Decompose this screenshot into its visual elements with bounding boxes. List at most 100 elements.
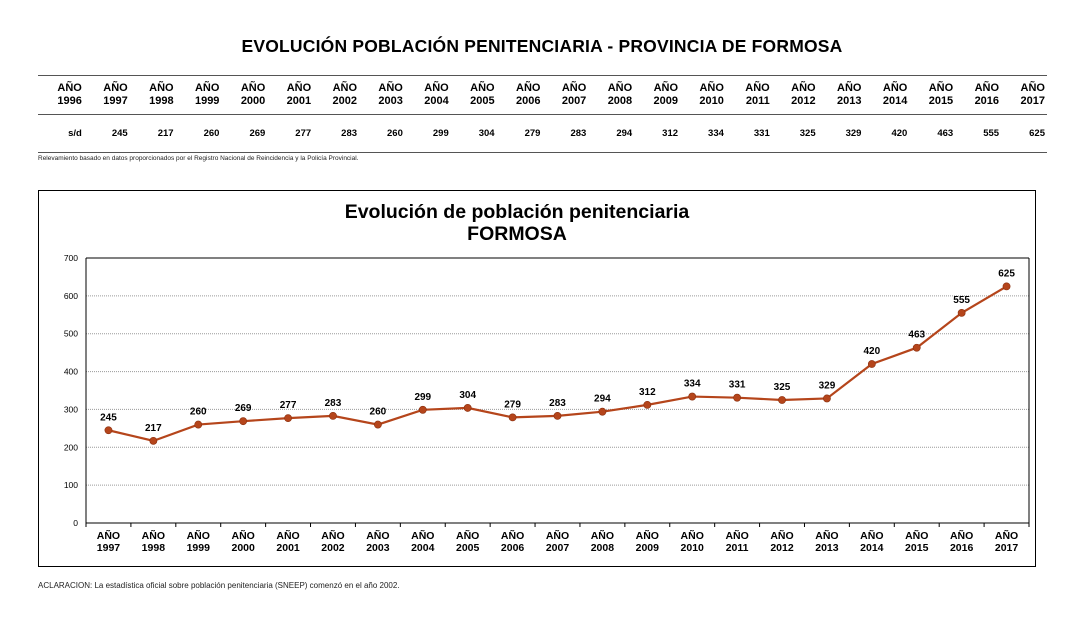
header-word: AÑO bbox=[607, 82, 633, 94]
table-value-cell: 269 bbox=[221, 114, 268, 153]
table-value-cell: 217 bbox=[129, 114, 176, 153]
header-word: AÑO bbox=[332, 82, 358, 94]
table-header-cell: AÑO 2007 bbox=[542, 75, 589, 115]
data-point bbox=[284, 414, 292, 423]
table-value-cell: 329 bbox=[817, 114, 864, 153]
table-row: s/d 245 217 260 269 277 283 260 299 304 279 283 294 3… bbox=[38, 114, 1047, 153]
header-word: AÑO bbox=[653, 82, 679, 94]
header-year: 2011 bbox=[745, 95, 770, 107]
chart-title: Evolución de población penitenciaria FOR… bbox=[39, 201, 995, 245]
data-label: 329 bbox=[819, 380, 836, 391]
header-word: AÑO bbox=[240, 82, 266, 94]
x-tick-label-year: 1999 bbox=[187, 542, 211, 554]
table-header-cell: AÑO 2001 bbox=[267, 75, 314, 115]
table-header-cell: AÑO 2009 bbox=[634, 75, 681, 115]
table-value-cell: 283 bbox=[313, 114, 360, 153]
data-point bbox=[598, 407, 607, 416]
x-tick-label-year: 2008 bbox=[591, 542, 615, 554]
header-word: AÑO bbox=[57, 82, 82, 94]
header-word: AÑO bbox=[1020, 82, 1045, 94]
data-label: 555 bbox=[953, 295, 970, 306]
header-word: AÑO bbox=[286, 82, 312, 94]
x-tick-label-year: 2015 bbox=[905, 542, 929, 554]
table-header-cell: AÑO 2013 bbox=[817, 75, 864, 115]
x-tick-label-year: 2012 bbox=[770, 542, 794, 554]
x-tick-label-word: AÑO bbox=[860, 529, 883, 542]
table-value-cell: 245 bbox=[83, 114, 130, 153]
header-word: AÑO bbox=[561, 82, 587, 94]
data-label: 279 bbox=[504, 399, 521, 410]
data-point bbox=[733, 393, 742, 402]
data-label: 463 bbox=[908, 330, 925, 341]
header-word: AÑO bbox=[516, 82, 541, 94]
table-value-cell: 260 bbox=[175, 114, 222, 153]
table-value-cell: 463 bbox=[909, 114, 956, 153]
table-header-cell: AÑO 2008 bbox=[588, 75, 635, 115]
data-label: 325 bbox=[774, 382, 791, 393]
data-point bbox=[823, 394, 831, 403]
x-tick-label-year: 2011 bbox=[726, 542, 749, 554]
x-tick-label-year: 1998 bbox=[142, 542, 166, 554]
header-year: 2014 bbox=[882, 95, 908, 107]
data-point bbox=[463, 404, 472, 412]
data-label: 245 bbox=[100, 412, 117, 423]
x-tick-label-word: AÑO bbox=[231, 529, 254, 542]
data-label: 312 bbox=[639, 387, 656, 398]
header-year: 2010 bbox=[699, 95, 724, 107]
x-tick-label-word: AÑO bbox=[366, 529, 389, 542]
data-label: 283 bbox=[549, 398, 566, 409]
header-year: 2017 bbox=[1020, 95, 1045, 107]
chart-title-line-1: Evolución de población penitenciaria bbox=[344, 201, 690, 223]
table-header-cell: AÑO 2017 bbox=[1001, 75, 1047, 115]
x-tick-label-word: AÑO bbox=[770, 529, 793, 542]
x-tick-label-year: 2016 bbox=[950, 542, 974, 554]
table-value-cell: 331 bbox=[725, 114, 772, 153]
header-word: AÑO bbox=[974, 82, 1000, 94]
y-tick-label: 100 bbox=[64, 480, 78, 490]
data-label: 283 bbox=[325, 398, 342, 409]
x-tick-label-year: 2001 bbox=[276, 542, 300, 554]
data-point bbox=[957, 308, 966, 317]
table-value-cell: 555 bbox=[955, 114, 1002, 153]
header-year: 2012 bbox=[791, 95, 816, 107]
table-header-cell: AÑO 2002 bbox=[313, 75, 360, 115]
header-year: 2008 bbox=[607, 95, 633, 107]
table-value-cell: 283 bbox=[542, 114, 589, 153]
header-year: 2013 bbox=[836, 95, 862, 107]
header-year: 2015 bbox=[928, 95, 954, 107]
header-year: 2002 bbox=[332, 95, 358, 107]
data-label: 334 bbox=[684, 379, 701, 390]
x-tick-label-word: AÑO bbox=[501, 529, 524, 542]
x-tick-label-year: 1997 bbox=[97, 542, 121, 554]
header-word: AÑO bbox=[745, 82, 770, 94]
table-header-cell: AÑO 2003 bbox=[359, 75, 405, 115]
x-tick-label-year: 2017 bbox=[995, 542, 1019, 554]
header-word: AÑO bbox=[699, 82, 724, 94]
table-value-cell: 304 bbox=[450, 114, 497, 153]
table-value-cell: 260 bbox=[359, 114, 405, 153]
x-tick-label-year: 2009 bbox=[636, 542, 660, 554]
header-word: AÑO bbox=[149, 82, 174, 94]
x-tick-label-word: AÑO bbox=[681, 529, 704, 542]
header-year: 1997 bbox=[103, 95, 128, 107]
data-point bbox=[373, 420, 382, 429]
table-header-cell: AÑO 2011 bbox=[725, 75, 772, 115]
x-tick-label-year: 2005 bbox=[456, 542, 480, 554]
header-year: 2000 bbox=[240, 95, 266, 107]
header-year: 1996 bbox=[57, 95, 82, 107]
x-tick-label-word: AÑO bbox=[815, 529, 838, 542]
x-tick-label-word: AÑO bbox=[456, 529, 479, 542]
y-tick-label: 200 bbox=[64, 442, 78, 452]
table-header-cell: AÑO 2005 bbox=[450, 75, 497, 115]
header-word: AÑO bbox=[791, 82, 816, 94]
data-label: 299 bbox=[414, 392, 431, 403]
data-point bbox=[239, 417, 248, 426]
page-title: EVOLUCIÓN POBLACIÓN PENITENCIARIA - PROV… bbox=[241, 36, 843, 56]
header-word: AÑO bbox=[103, 82, 128, 94]
table-value-cell: 325 bbox=[771, 114, 818, 153]
table-value-cell: 420 bbox=[863, 114, 910, 153]
x-tick-label-word: AÑO bbox=[546, 529, 569, 542]
data-point bbox=[508, 413, 517, 422]
data-label: 294 bbox=[594, 394, 611, 405]
x-tick-label-word: AÑO bbox=[636, 529, 659, 542]
